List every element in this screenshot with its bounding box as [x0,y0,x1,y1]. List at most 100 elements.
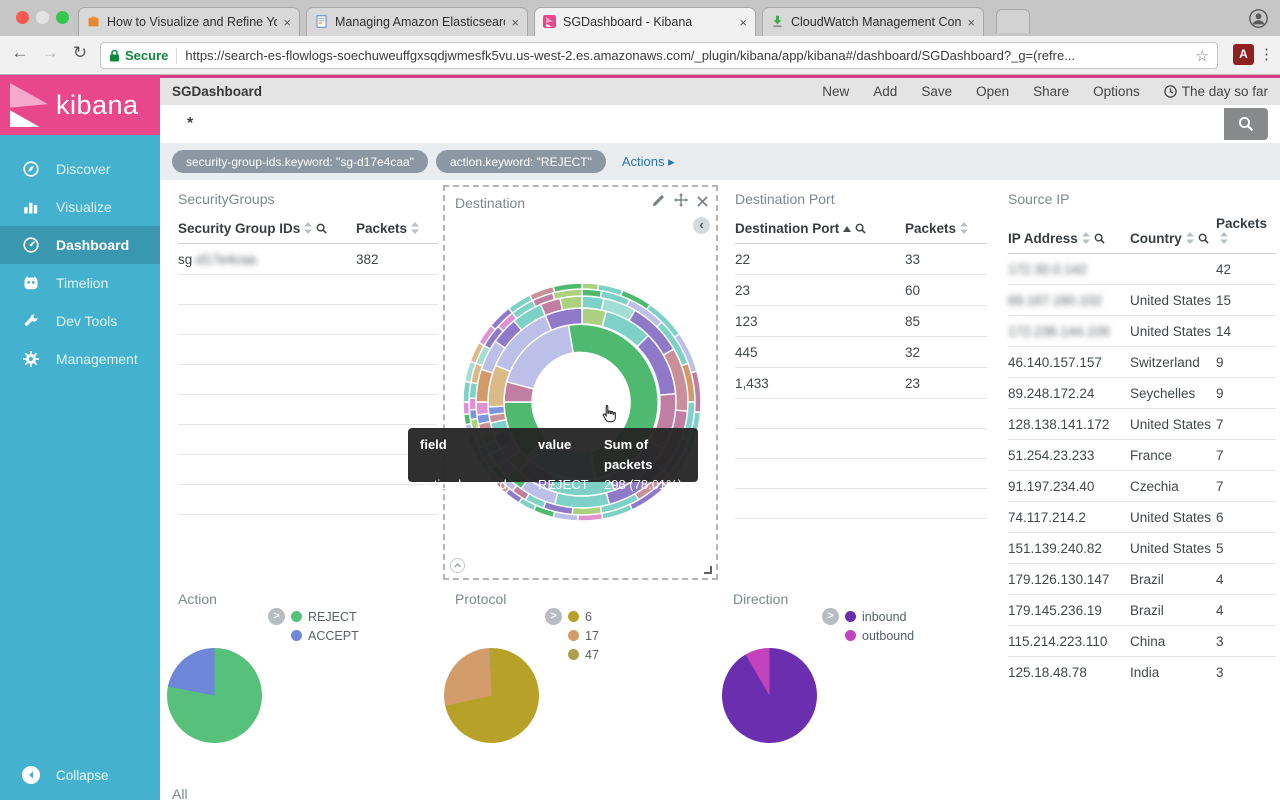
legend-item-47[interactable]: 47 [568,645,599,664]
table-row[interactable]: 74.117.214.2 United States 6 [1008,501,1276,533]
legend-toggle-icon-protocol[interactable]: > [545,608,562,625]
close-panel-icon[interactable] [697,194,708,212]
window-close-button[interactable] [16,11,29,24]
legend-item-reject[interactable]: REJECT [291,607,359,626]
window-minimize-button[interactable] [36,11,49,24]
close-tab-icon[interactable]: × [283,14,291,30]
legend-item-inbound[interactable]: inbound [845,607,914,626]
sort-icon[interactable] [960,222,969,234]
table-row[interactable]: 123 85 [735,305,987,337]
table-row[interactable]: 179.126.130.147 Brazil 4 [1008,563,1276,595]
new-tab-button[interactable] [996,9,1030,33]
browser-tab-2[interactable]: Managing Amazon Elasticsearc × [306,7,528,36]
legend-toggle-icon-direction[interactable]: > [822,608,839,625]
resize-handle[interactable] [704,566,712,574]
table-row[interactable]: 1,433 23 [735,367,987,399]
protocol-pie-chart[interactable] [444,648,539,743]
table-row[interactable]: 125.18.48.78 India 3 [1008,656,1276,687]
sidebar-collapse-button[interactable]: Collapse [0,756,160,794]
sunburst-segment[interactable] [462,401,471,416]
menu-add[interactable]: Add [873,84,898,99]
edit-panel-icon[interactable] [652,194,665,212]
sort-icon[interactable] [1081,232,1090,244]
filter-magnifier-icon[interactable] [1198,233,1209,244]
table-row[interactable]: 445 32 [735,336,987,368]
legend-item-outbound[interactable]: outbound [845,626,914,645]
menu-new[interactable]: New [822,84,850,99]
back-button[interactable]: ← [11,43,29,62]
search-button[interactable] [1224,108,1268,140]
forward-button[interactable]: → [41,43,59,62]
legend-item-17[interactable]: 17 [568,626,599,645]
column-header-packets[interactable]: Packets [356,215,438,244]
column-header-packets[interactable]: Packets [1216,210,1276,254]
menu-save[interactable]: Save [921,84,953,99]
search-input[interactable] [160,105,1222,143]
browser-tab-1[interactable]: How to Visualize and Refine Yo × [78,7,300,36]
close-tab-icon[interactable]: × [739,14,747,30]
legend-toggle-icon-action[interactable]: > [268,608,285,625]
bookmark-star-icon[interactable]: ☆ [1195,47,1209,65]
sort-icon[interactable] [411,222,420,234]
sidebar-item-timelion[interactable]: Timelion [0,264,160,302]
table-row[interactable]: 172.30.0.142 42 [1008,253,1276,285]
kibana-logo[interactable]: kibana [0,75,160,135]
sort-icon[interactable] [1220,232,1228,244]
filter-magnifier-icon[interactable] [1094,233,1105,244]
sidebar-item-dev-tools[interactable]: Dev Tools [0,302,160,340]
table-row[interactable]: 179.145.236.19 Brazil 4 [1008,594,1276,626]
table-row[interactable]: 115.214.223.110 China 3 [1008,625,1276,657]
table-row[interactable]: 128.138.141.172 United States 7 [1008,408,1276,440]
sidebar-item-visualize[interactable]: Visualize [0,188,160,226]
browser-menu-icon[interactable]: ⋮ [1259,46,1274,63]
legend-item-6[interactable]: 6 [568,607,599,626]
time-range-picker[interactable]: The day so far [1163,84,1268,99]
destination-panel[interactable]: Destination ‹ [443,185,718,580]
close-tab-icon[interactable]: × [511,14,519,30]
column-header-security-group-ids[interactable]: Security Group IDs [178,215,356,244]
move-panel-icon[interactable] [674,193,688,212]
sidebar-item-discover[interactable]: Discover [0,150,160,188]
profile-icon[interactable] [1249,9,1268,33]
menu-share[interactable]: Share [1033,84,1070,99]
sunburst-segment[interactable] [462,380,472,403]
filter-pill-1[interactable]: security-group-ids.keyword: "sg-d17e4caa… [172,150,428,173]
chart-back-button[interactable]: ‹ [693,217,710,234]
sidebar-item-management[interactable]: Management [0,340,160,378]
table-row[interactable]: sg-d17e4caa 382 [178,243,438,275]
table-row[interactable]: 69.167.160.102 United States 15 [1008,284,1276,316]
menu-options[interactable]: Options [1093,84,1140,99]
sort-icon[interactable] [304,222,313,234]
direction-pie-chart[interactable] [722,648,817,743]
browser-tab-4[interactable]: CloudWatch Management Con × [762,7,984,36]
reload-button[interactable]: ↻ [72,43,88,62]
table-row[interactable]: 51.254.23.233 France 7 [1008,439,1276,471]
address-bar[interactable]: Secure https://search-es-flowlogs-soechu… [100,42,1218,69]
pdf-extension-icon[interactable]: A [1233,44,1254,65]
column-header-ip-address[interactable]: IP Address [1008,210,1130,254]
filter-pill-2[interactable]: action.keyword: "REJECT" [435,150,606,173]
menu-open[interactable]: Open [976,84,1010,99]
column-header-country[interactable]: Country [1130,210,1216,254]
close-tab-icon[interactable]: × [967,14,975,30]
filter-magnifier-icon[interactable] [855,223,866,234]
table-row[interactable]: 89.248.172.24 Seychelles 9 [1008,377,1276,409]
sort-icon[interactable] [1185,232,1194,244]
column-header-destination-port[interactable]: Destination Port [735,215,905,244]
window-zoom-button[interactable] [56,11,69,24]
table-row[interactable]: 91.197.234.40 Czechia 7 [1008,470,1276,502]
sidebar-item-dashboard[interactable]: Dashboard [0,226,160,264]
action-pie-chart[interactable] [167,648,262,743]
table-row[interactable]: 151.139.240.82 United States 5 [1008,532,1276,564]
sunburst-segment[interactable] [581,282,600,291]
sunburst-segment[interactable] [468,397,478,411]
filter-magnifier-icon[interactable] [316,223,327,234]
sunburst-segment[interactable] [462,413,472,426]
legend-item-accept[interactable]: ACCEPT [291,626,359,645]
browser-tab-3[interactable]: SGDashboard - Kibana × [534,7,756,36]
sunburst-segment[interactable] [475,401,490,416]
sunburst-segment[interactable] [552,282,583,294]
sort-icon[interactable] [843,225,852,234]
table-row[interactable]: 23 60 [735,274,987,306]
filter-actions-link[interactable]: Actions ▸ [621,153,675,169]
